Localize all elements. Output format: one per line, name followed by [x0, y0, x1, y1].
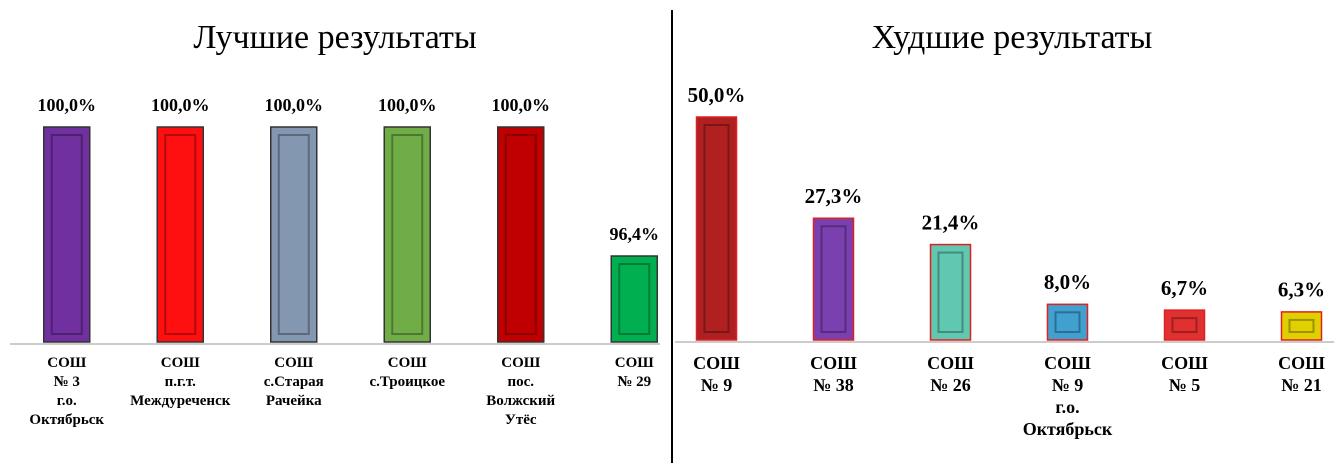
chart-title: Худшие результаты — [872, 19, 1153, 56]
bar — [43, 126, 91, 343]
bar — [812, 217, 855, 341]
value-label: 100,0% — [492, 95, 551, 115]
bar-bevel — [1288, 318, 1315, 334]
value-label: 8,0% — [1044, 270, 1091, 294]
bar-bevel — [504, 134, 537, 335]
value-label: 96,4% — [610, 224, 660, 244]
value-label: 100,0% — [151, 95, 210, 115]
x-tick-label: СОШ № 38 — [810, 353, 857, 395]
x-tick-label: СОШ № 9 — [693, 353, 740, 395]
bar — [610, 255, 658, 343]
value-label: 100,0% — [265, 95, 324, 115]
bar-bevel — [277, 134, 310, 335]
bar — [1280, 311, 1323, 341]
x-tick-label: СОШ № 9 г.о. Октябрьск — [1022, 353, 1113, 439]
x-tick-label: СОШ пос. Волжский Утёс — [486, 355, 556, 428]
bar-bevel — [937, 251, 964, 333]
x-tick-label: СОШ № 26 — [927, 353, 974, 395]
bar-bevel — [1054, 311, 1081, 334]
value-label: 21,4% — [922, 210, 980, 234]
bar-bevel — [164, 134, 197, 335]
x-tick-label: СОШ п.г.т. Междуреченск — [130, 355, 231, 409]
x-tick-label: СОШ с.Троицкое — [369, 355, 446, 390]
x-tick-label: СОШ № 29 — [614, 355, 654, 390]
value-label: 27,3% — [805, 184, 863, 208]
bar — [695, 116, 738, 341]
value-label: 100,0% — [38, 95, 97, 115]
bar — [929, 243, 972, 341]
value-label: 50,0% — [688, 83, 746, 107]
chart-title: Лучшие результаты — [193, 19, 477, 56]
bar — [1046, 303, 1089, 341]
bar — [156, 126, 204, 343]
bar — [1163, 309, 1206, 341]
bar-bevel — [1171, 317, 1198, 334]
bar-bevel — [618, 263, 651, 335]
bar-bevel — [820, 225, 847, 334]
bar — [497, 126, 545, 343]
value-label: 6,7% — [1161, 276, 1208, 300]
bar — [270, 126, 318, 343]
x-tick-label: СОШ № 21 — [1278, 353, 1325, 395]
x-tick-label: СОШ № 5 — [1161, 353, 1208, 395]
bar-bevel — [391, 134, 424, 335]
x-tick-label: СОШ с.Старая Рачейка — [263, 355, 324, 409]
x-tick-label: СОШ № 3 г.о. Октябрьск — [29, 355, 105, 428]
value-label: 100,0% — [378, 95, 437, 115]
value-label: 6,3% — [1278, 278, 1325, 302]
bar — [383, 126, 431, 343]
bar-bevel — [703, 124, 730, 333]
bar-bevel — [50, 134, 83, 335]
